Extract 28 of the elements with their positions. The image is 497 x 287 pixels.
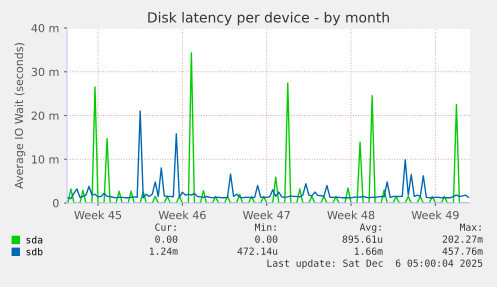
text: 202.27m — [442, 235, 483, 243]
text: 472.14u — [238, 247, 278, 255]
text: 1.66m — [354, 247, 383, 255]
y-axis-title: Average IO Wait (seconds) — [14, 43, 26, 189]
y-tick-label: 10 m — [32, 155, 58, 164]
text: Cur: — [155, 223, 176, 231]
text: Last update: Sat Dec 6 05:00:04 2025 — [267, 259, 482, 269]
y-tick-label: 30 m — [32, 68, 58, 76]
line-series — [67, 110, 470, 200]
text: 1.24m — [150, 247, 178, 255]
x-tick-label: Week 48 — [327, 210, 374, 220]
text: 0.00 — [255, 235, 278, 243]
x-tick-label: Week 49 — [412, 210, 459, 220]
y-tick-label: 40 m — [31, 24, 58, 32]
x-tick-label: Week 46 — [158, 210, 206, 220]
x-tick-label: Week 45 — [74, 210, 122, 220]
y-tick-label: 20 m — [32, 111, 58, 120]
y-tick-label: 0 — [53, 198, 59, 208]
text: 0.00 — [155, 235, 178, 243]
text: Max: — [460, 224, 481, 231]
text: 895.61u — [342, 235, 382, 243]
chart-title: Disk latency per device - by month — [148, 12, 389, 26]
x-tick-label: Week 47 — [243, 210, 290, 220]
legend-label: sdb — [26, 248, 42, 256]
legend-label: sda — [26, 236, 42, 244]
text: 457.76m — [442, 247, 483, 255]
text: Min: — [254, 223, 276, 231]
text: Avg: — [360, 224, 381, 233]
